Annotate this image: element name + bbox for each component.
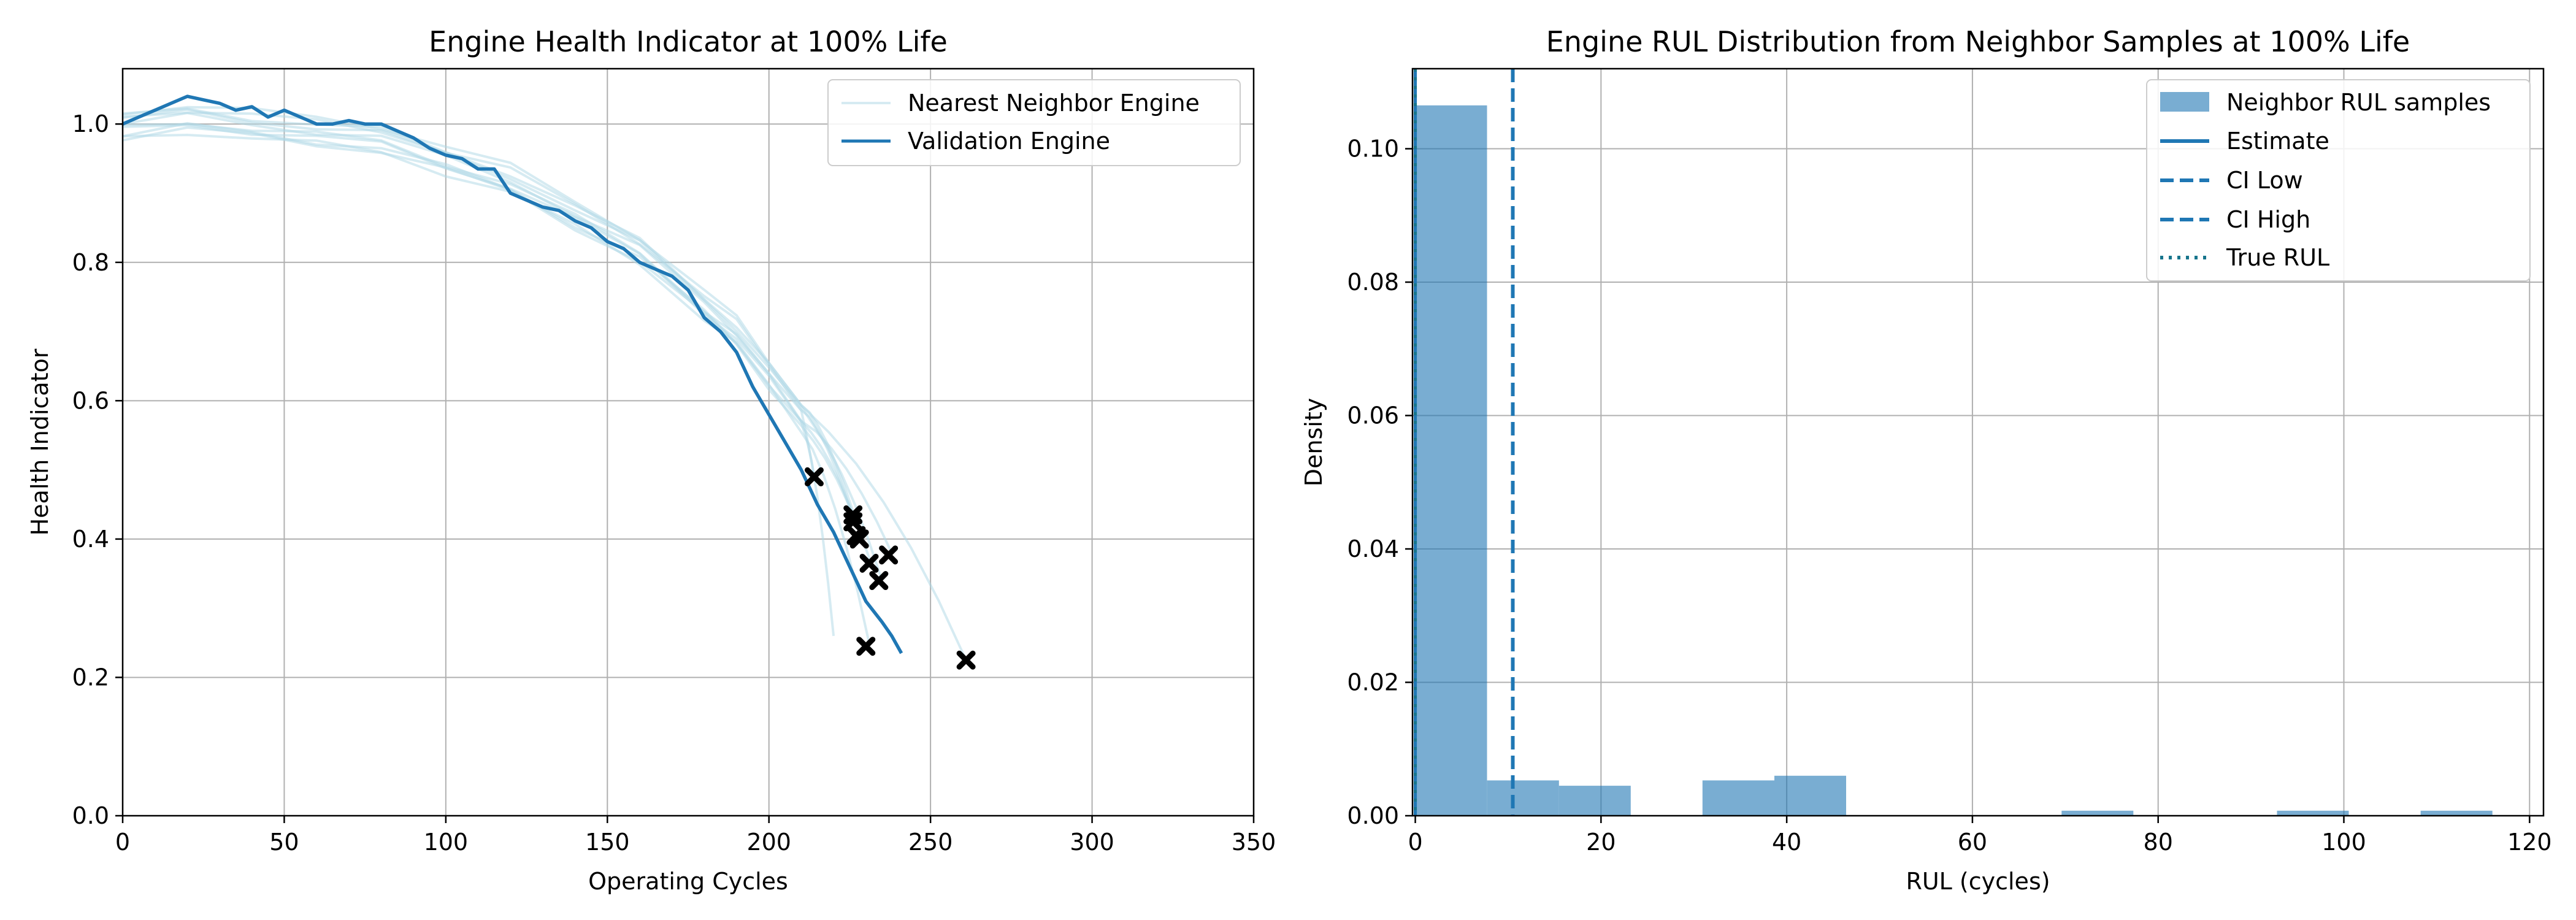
validation-engine-line — [121, 94, 903, 654]
end-marker — [804, 467, 824, 486]
y-tick-label: 0.0 — [72, 802, 109, 829]
reference-lines — [1414, 69, 1515, 816]
histogram-bar — [1774, 775, 1846, 816]
legend-label-neighbor: Nearest Neighbor Engine — [908, 90, 1200, 117]
chart-title: Engine Health Indicator at 100% Life — [429, 25, 948, 58]
y-tick-label: 0.06 — [1347, 402, 1399, 429]
health-indicator-chart: 0 50 100 150 200 250 300 350 0.0 0.2 0.4 0.6 0.8 1.0… — [26, 25, 1276, 895]
end-marker — [856, 637, 876, 656]
x-tick-label: 300 — [1070, 829, 1114, 856]
x-tick-label: 60 — [1958, 829, 1987, 856]
x-tick-label: 350 — [1232, 829, 1276, 856]
legend-label-hist: Neighbor RUL samples — [2226, 89, 2491, 116]
x-tick-label: 120 — [2507, 829, 2552, 856]
grid — [122, 69, 1254, 816]
x-tick-label: 40 — [1772, 829, 1801, 856]
x-tick-label: 200 — [746, 829, 791, 856]
x-tick-label: 100 — [424, 829, 469, 856]
x-tick-label: 150 — [585, 829, 630, 856]
axes-frame — [1411, 67, 2545, 817]
y-tick-label: 0.10 — [1347, 136, 1399, 163]
legend-label-ci-high: CI High — [2226, 206, 2310, 233]
legend-label-estimate: Estimate — [2226, 128, 2329, 155]
x-axis-label: RUL (cycles) — [1906, 868, 2050, 895]
x-tick-label: 0 — [115, 829, 130, 856]
neighbor-engine-lines — [122, 105, 967, 661]
legend: Nearest Neighbor Engine Validation Engin… — [827, 79, 1241, 166]
histogram-bar — [1558, 786, 1631, 816]
y-tick-label: 0.4 — [72, 526, 109, 553]
legend-box — [2146, 79, 2531, 282]
y-axis-label: Health Indicator — [26, 348, 53, 535]
neighbor-engine-line — [122, 107, 967, 661]
histogram-bar — [2277, 810, 2349, 816]
y-tick-label: 0.04 — [1347, 535, 1399, 562]
end-marker — [956, 650, 976, 670]
end-marker — [859, 553, 879, 573]
end-marker — [843, 512, 863, 532]
legend: Neighbor RUL samples Estimate CI Low CI … — [2146, 79, 2531, 282]
x-ticks: 0 20 40 60 80 100 120 — [1408, 816, 2552, 856]
neighbor-engine-line — [122, 105, 854, 512]
legend-box — [827, 79, 1241, 166]
axes-frame — [121, 67, 1255, 817]
legend-label-ci-low: CI Low — [2226, 167, 2303, 194]
x-axis-label: Operating Cycles — [588, 868, 788, 895]
y-axis-label: Density — [1300, 398, 1327, 486]
y-tick-label: 0.08 — [1347, 269, 1399, 296]
legend-label-validation: Validation Engine — [908, 128, 1110, 155]
histogram-bar — [2061, 810, 2134, 816]
rul-distribution-chart: 0 20 40 60 80 100 120 0.00 0.02 0.04 0.06 0.08 0.10… — [1300, 25, 2552, 895]
y-tick-label: 0.8 — [72, 249, 109, 276]
chart-title: Engine RUL Distribution from Neighbor Sa… — [1546, 25, 2410, 58]
validation-engine-line — [121, 94, 903, 654]
end-markers — [804, 467, 976, 670]
histogram-bar — [1702, 780, 1774, 816]
legend-swatch-hist — [2160, 92, 2209, 112]
x-tick-label: 50 — [269, 829, 299, 856]
y-tick-label: 0.6 — [72, 387, 109, 414]
y-ticks: 0.00 0.02 0.04 0.06 0.08 0.10 — [1347, 136, 1413, 829]
end-marker — [879, 545, 899, 565]
x-tick-label: 250 — [908, 829, 953, 856]
plot-area — [121, 94, 976, 670]
legend-label-true-rul: True RUL — [2226, 244, 2329, 271]
end-marker — [849, 529, 869, 549]
end-marker — [869, 571, 889, 591]
histogram-bar — [2420, 810, 2493, 816]
histogram-bar — [1487, 780, 1559, 816]
neighbor-engine-line — [122, 112, 835, 637]
x-tick-label: 20 — [1586, 829, 1616, 856]
neighbor-engine-line — [122, 133, 870, 643]
x-tick-label: 0 — [1408, 829, 1422, 856]
y-tick-label: 0.00 — [1347, 802, 1399, 829]
y-tick-label: 1.0 — [72, 110, 109, 137]
x-tick-label: 100 — [2321, 829, 2366, 856]
x-ticks: 0 50 100 150 200 250 300 350 — [115, 816, 1276, 856]
y-ticks: 0.0 0.2 0.4 0.6 0.8 1.0 — [72, 110, 123, 829]
y-tick-label: 0.02 — [1347, 669, 1399, 696]
x-tick-label: 80 — [2144, 829, 2173, 856]
histogram-bar — [1415, 105, 1487, 816]
neighbor-engine-line — [122, 123, 893, 554]
histogram-bars — [1415, 105, 2493, 816]
neighbor-engine-line — [122, 126, 874, 567]
y-tick-label: 0.2 — [72, 664, 109, 691]
